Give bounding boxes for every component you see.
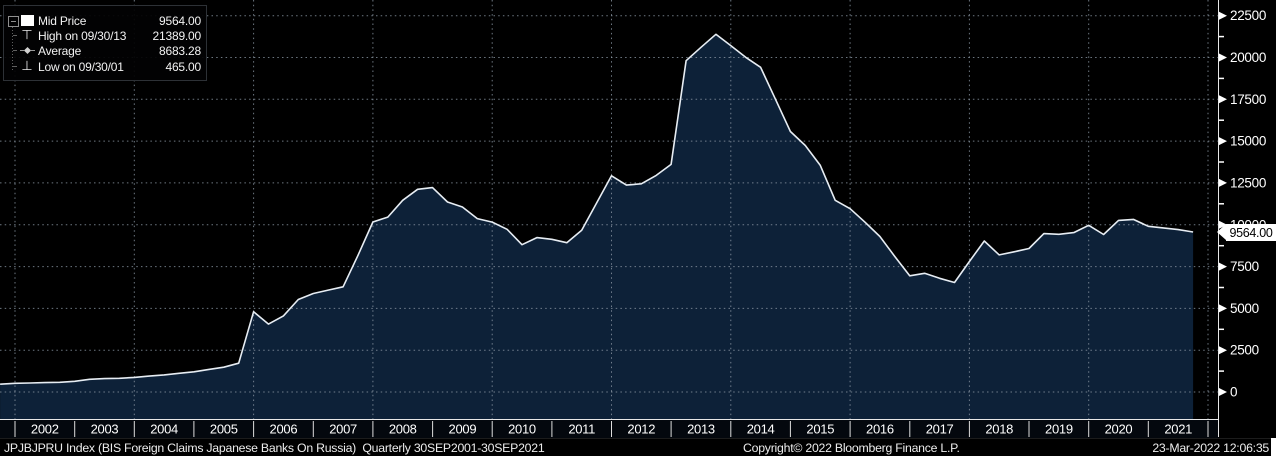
legend-tree-rail (12, 27, 13, 70)
legend-value: 21389.00 (152, 28, 202, 43)
timestamp-text: 23-Mar-2022 12:06:35 (1152, 441, 1269, 455)
x-axis-year-label: 2008 (389, 422, 417, 437)
legend-value: 8683.28 (159, 43, 201, 58)
y-axis-tick-label: 20000 (1230, 50, 1266, 65)
legend-collapse-icon[interactable] (8, 16, 19, 27)
x-axis-year-label: 2002 (31, 422, 59, 437)
legend-tree-stub (13, 35, 17, 36)
y-axis-tick-arrow (1219, 95, 1227, 104)
area-fill (0, 34, 1194, 420)
last-price-tag: 9564.00 (1217, 224, 1276, 241)
y-axis-tick-label: 12500 (1230, 175, 1266, 190)
low-whisker-icon: ⊥ (21, 58, 33, 74)
legend-value: 465.00 (165, 59, 201, 74)
x-axis-year-label: 2015 (806, 422, 834, 437)
legend-item-high[interactable]: ⊤ High on 09/30/13 21389.00 (4, 28, 206, 43)
y-axis-tick-arrow (1219, 11, 1227, 20)
legend-item-low[interactable]: ⊥ Low on 09/30/01 465.00 (4, 59, 206, 74)
x-axis-year-label: 2006 (270, 422, 298, 437)
y-axis-tick-arrow (1219, 178, 1227, 187)
legend-tree-stub (13, 50, 17, 51)
legend-label: Average (38, 43, 82, 58)
legend-tree-stub (13, 66, 17, 67)
legend-item-mid-price[interactable]: Mid Price 9564.00 (4, 13, 206, 28)
x-axis-year-label: 2012 (627, 422, 655, 437)
x-axis-year-label: 2007 (329, 422, 357, 437)
y-axis-tick-label: 17500 (1230, 92, 1266, 107)
y-axis-tick-arrow (1219, 388, 1227, 396)
x-axis-year-label: 2010 (508, 422, 536, 437)
x-axis-year-label: 2021 (1164, 422, 1192, 437)
x-axis-year-label: 2004 (150, 422, 178, 437)
last-price-value: 9564.00 (1229, 225, 1273, 240)
legend-item-average[interactable]: Average 8683.28 (4, 43, 206, 58)
y-axis-tick-label: 0 (1230, 385, 1237, 400)
security-description: JPJBJPRU Index (BIS Foreign Claims Japan… (4, 441, 545, 455)
x-axis-year-label: 2017 (926, 422, 954, 437)
x-axis-year-label: 2011 (568, 422, 595, 437)
x-axis-year-label: 2018 (985, 422, 1013, 437)
x-axis-year-label: 2014 (747, 422, 775, 437)
chart-legend: Mid Price 9564.00 ⊤ High on 09/30/13 213… (3, 5, 207, 81)
y-axis-tick-arrow (1219, 137, 1227, 146)
y-axis-tick-label: 2500 (1230, 343, 1259, 358)
mid-price-square-icon (17, 15, 37, 26)
corner-marker (1271, 438, 1276, 456)
legend-label: High on 09/30/13 (38, 28, 127, 43)
x-axis-year-label: 2013 (687, 422, 715, 437)
legend-value: 9564.00 (159, 13, 201, 28)
legend-label: Low on 09/30/01 (38, 59, 124, 74)
x-axis-year-label: 2020 (1105, 422, 1133, 437)
high-whisker-icon: ⊤ (21, 27, 33, 43)
copyright-text: Copyright© 2022 Bloomberg Finance L.P. (743, 441, 960, 455)
price-line (0, 33, 1194, 385)
y-axis-tick-label: 5000 (1230, 301, 1259, 316)
x-axis-year-label: 2009 (449, 422, 477, 437)
y-axis-tick-label: 15000 (1230, 134, 1266, 149)
x-axis-year-label: 2003 (91, 422, 119, 437)
status-bar: JPJBJPRU Index (BIS Foreign Claims Japan… (0, 438, 1276, 456)
x-axis-band (0, 420, 1219, 438)
y-axis-tick-arrow (1219, 53, 1227, 62)
y-axis-tick-label: 7500 (1230, 259, 1259, 274)
x-axis-year-label: 2019 (1045, 422, 1073, 437)
y-axis-tick-label: 22500 (1230, 8, 1266, 23)
average-diamond-icon (17, 46, 37, 55)
legend-label: Mid Price (38, 13, 87, 28)
x-axis-year-label: 2005 (210, 422, 238, 437)
y-axis-tick-arrow (1219, 346, 1227, 355)
y-axis-tick-arrow (1219, 262, 1227, 271)
x-axis-year-label: 2016 (866, 422, 894, 437)
y-axis-tick-arrow (1219, 304, 1227, 313)
